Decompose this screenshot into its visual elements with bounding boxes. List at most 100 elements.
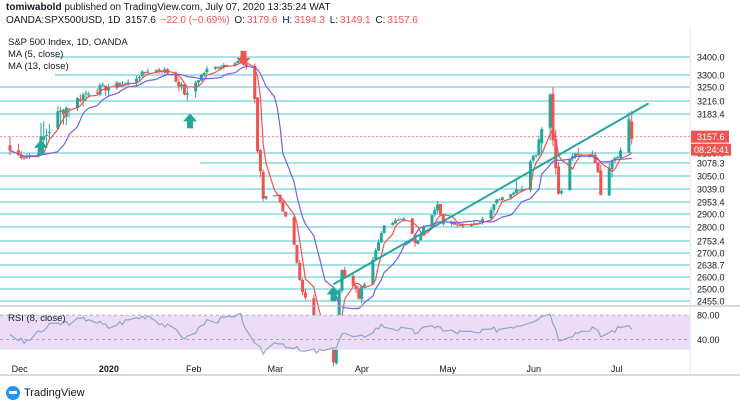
candle-body [19,154,23,158]
candle-body [256,97,260,152]
arrow-up-icon [183,113,198,129]
candle-body [438,203,442,215]
candle-body [101,84,105,86]
open-value: 3179.6 [246,15,278,26]
tradingview-logo[interactable]: TradingView [6,386,85,400]
candle-body [433,209,437,215]
candle-body [16,150,20,156]
candle-body [292,217,296,245]
candle-body [354,285,358,289]
candle-body [416,240,420,244]
symbol-label[interactable]: OANDA:SPX500USD, 1D [6,15,121,26]
x-tick-label: 2020 [99,364,119,374]
low-label: L: [329,15,339,26]
candle-body [630,121,634,139]
candle-body [225,64,229,66]
chart-legend: S&P 500 Index, 1D, OANDA MA (5, close) M… [8,37,128,73]
candle-body [180,84,184,87]
candle-body [537,139,541,155]
candle-body [258,150,262,172]
candle-body [261,171,265,199]
rsi-line [9,312,633,356]
candle-body [399,218,403,220]
candle-body [202,73,206,76]
candle-body [374,250,378,260]
close-label: C: [375,15,386,26]
arrow-up-icon [33,139,48,155]
candle-body [441,215,445,224]
candle-body [450,222,454,224]
candle-body [512,192,516,195]
candle-body [472,223,476,225]
high-label: H: [282,15,293,26]
y-tick-label: 2500.0 [697,285,725,295]
candle-body [551,93,555,141]
candle-body [492,204,496,210]
close-value: 3157.6 [387,15,418,26]
candle-body [78,99,82,101]
rsi-tick-label: 80.00 [697,311,720,321]
candle-body [422,226,426,236]
candle-body [25,156,29,158]
candle-body [146,71,150,73]
arrow-down-icon [236,50,251,66]
rsi-legend[interactable]: RSI (8, close) [8,313,66,325]
chart-header: tomiwabold published on TradingView.com,… [0,0,740,28]
y-axis-labels: 3400.03300.03250.03216.03183.43139.03078… [697,53,725,307]
candle-body [104,85,108,91]
author-name[interactable]: tomiwabold [6,2,62,13]
price-tag [691,130,729,143]
horizontal-levels [0,56,690,302]
candle-body [343,269,347,277]
legend-rsi: RSI (8, close) [8,313,66,324]
open-label: O: [234,15,245,26]
candle-body [8,145,12,151]
candle-body [84,93,88,95]
candle-body [430,214,434,227]
legend-ma13[interactable]: MA (13, close) [8,61,69,72]
candle-body [534,154,538,156]
price-tag-text: 3157.6 [697,132,725,142]
legend-ma5[interactable]: MA (5, close) [8,49,64,60]
candle-body [607,168,611,196]
candle-body [357,288,361,299]
rsi-tick-label: 40.00 [697,335,720,345]
y-tick-label: 3183.4 [697,110,725,120]
symbol-info: OANDA:SPX500USD, 1D 3157.6 −22.0 (−0.69%… [6,15,420,26]
candle-body [118,82,122,87]
candle-body [461,225,465,227]
x-tick-label: Feb [186,364,202,374]
candle-body [627,119,631,153]
candle-body [154,70,158,72]
candle-body [481,218,485,223]
publish-info: tomiwabold published on TradingView.com,… [6,2,330,13]
x-tick-label: Apr [355,364,369,374]
candle-body [489,210,493,219]
y-tick-label: 2800.0 [697,223,725,233]
candle-body [559,191,563,194]
candle-body [236,60,240,63]
tradingview-logo-icon [6,386,20,400]
candle-body [377,242,381,251]
candle-body [610,160,614,170]
candle-body [382,225,386,234]
candle-body [391,223,395,225]
candle-body [126,82,130,85]
high-value: 3194.3 [294,15,325,26]
candle-body [42,136,46,140]
trendline [333,102,650,286]
candle-body [540,129,544,144]
candle-body [199,74,203,81]
candle-body [284,211,288,217]
candle-body [413,234,417,243]
y-tick-label: 3250.0 [697,83,725,93]
candle-body [182,84,186,95]
last-price: 3157.6 [125,15,156,26]
candle-body [371,259,375,285]
candle-body [590,154,594,156]
candle-body [233,63,237,66]
candle-body [22,157,26,159]
y-tick-label: 2900.0 [697,210,725,220]
y-tick-label: 2600.0 [697,273,725,283]
